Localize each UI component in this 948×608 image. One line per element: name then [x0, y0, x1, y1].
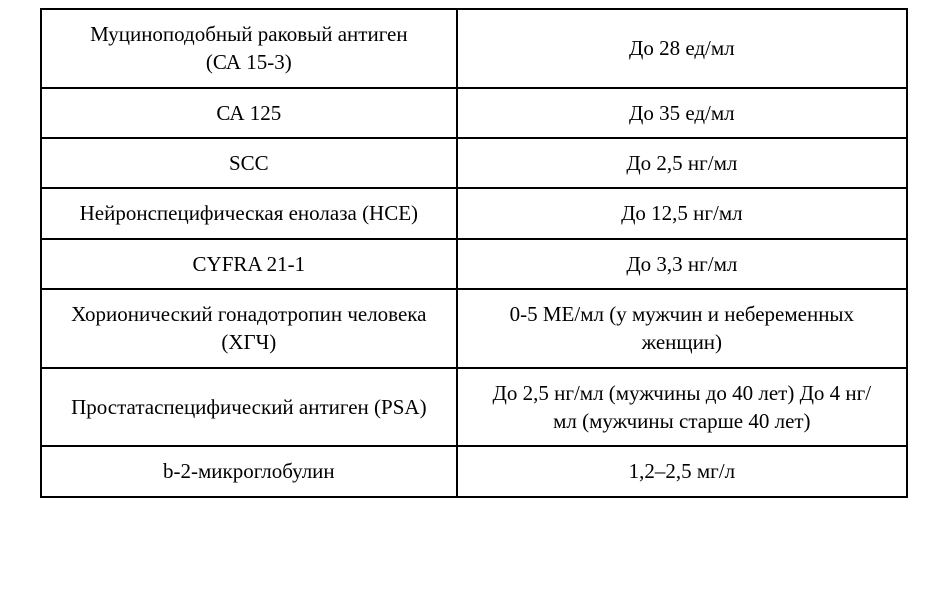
marker-cell: Хорионический гонадотро­пин человека (ХГ…: [41, 289, 457, 368]
value-cell: До 3,3 нг/мл: [457, 239, 907, 289]
table-row: Хорионический гонадотро­пин человека (ХГ…: [41, 289, 907, 368]
value-cell: До 35 ед/мл: [457, 88, 907, 138]
value-cell: До 2,5 нг/мл (мужчины до 40 лет) До 4 нг…: [457, 368, 907, 447]
marker-cell: b-2-микроглобулин: [41, 446, 457, 496]
table-row: SCC До 2,5 нг/мл: [41, 138, 907, 188]
table-body: Муциноподобный раковый антиген (СА 15-3)…: [41, 9, 907, 497]
value-cell: 1,2–2,5 мг/л: [457, 446, 907, 496]
marker-cell: SCC: [41, 138, 457, 188]
value-cell: 0-5 МЕ/мл (у мужчин и небере­менных женщ…: [457, 289, 907, 368]
table-row: b-2-микроглобулин 1,2–2,5 мг/л: [41, 446, 907, 496]
marker-cell: Муциноподобный раковый антиген (СА 15-3): [41, 9, 457, 88]
table-row: Нейронспецифическая ено­лаза (НСЕ) До 12…: [41, 188, 907, 238]
table-row: СА 125 До 35 ед/мл: [41, 88, 907, 138]
value-cell: До 2,5 нг/мл: [457, 138, 907, 188]
marker-cell: Простатаспецифический антиген (PSA): [41, 368, 457, 447]
table-row: CYFRA 21-1 До 3,3 нг/мл: [41, 239, 907, 289]
tumor-markers-table: Муциноподобный раковый антиген (СА 15-3)…: [40, 8, 908, 498]
marker-cell: Нейронспецифическая ено­лаза (НСЕ): [41, 188, 457, 238]
marker-cell: СА 125: [41, 88, 457, 138]
value-cell: До 12,5 нг/мл: [457, 188, 907, 238]
table-row: Простатаспецифический антиген (PSA) До 2…: [41, 368, 907, 447]
table-row: Муциноподобный раковый антиген (СА 15-3)…: [41, 9, 907, 88]
value-cell: До 28 ед/мл: [457, 9, 907, 88]
marker-cell: CYFRA 21-1: [41, 239, 457, 289]
